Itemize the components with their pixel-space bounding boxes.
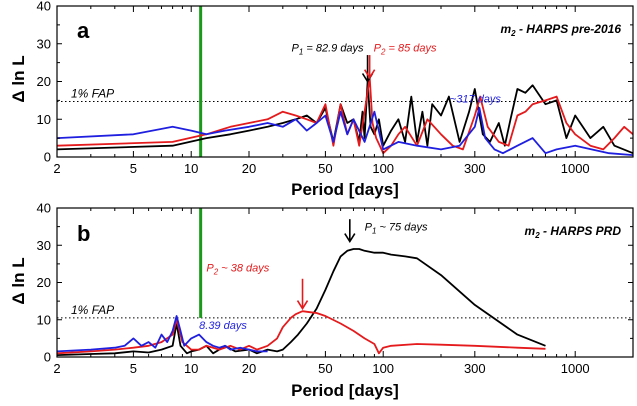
x-tick-label: 5 <box>130 161 137 176</box>
x-tick-label: 20 <box>242 361 256 376</box>
annotation-red: P2 ~ 38 days <box>206 262 269 276</box>
x-tick-label: 100 <box>372 361 394 376</box>
y-axis-title: Δ ln L <box>9 55 28 102</box>
panel-title: m2 - HARPS pre-2016 <box>501 22 622 38</box>
annotation-black: P1 = 82.9 days <box>292 42 365 56</box>
x-tick-label: 2 <box>53 161 60 176</box>
y-tick-label: 10 <box>37 312 51 327</box>
series-group <box>57 248 546 356</box>
panel-letter: b <box>77 221 90 246</box>
fap-label: 1% FAP <box>71 87 114 101</box>
y-tick-label: 0 <box>44 150 51 165</box>
annotation-black: P1 ~ 75 days <box>365 221 428 235</box>
fap-label: 1% FAP <box>71 303 114 317</box>
y-tick-label: 20 <box>37 275 51 290</box>
y-axis-title: Δ ln L <box>9 257 28 304</box>
series-line-black <box>57 248 546 356</box>
series-line-red <box>57 310 546 355</box>
x-tick-label: 10 <box>184 161 198 176</box>
x-tick-label: 20 <box>242 161 256 176</box>
series-line-red <box>57 76 633 155</box>
y-tick-label: 10 <box>37 112 51 127</box>
annotation-blue: ~317 days <box>450 93 502 105</box>
y-tick-label: 30 <box>37 238 51 253</box>
x-tick-label: 10 <box>184 361 198 376</box>
x-axis-title: Period [days] <box>291 381 399 400</box>
x-tick-label: 2 <box>53 361 60 376</box>
y-tick-label: 40 <box>37 201 51 216</box>
x-tick-label: 300 <box>464 361 486 376</box>
panel-title: m2 - HARPS PRD <box>525 224 622 240</box>
x-tick-label: 50 <box>318 161 332 176</box>
series-line-blue <box>57 315 268 353</box>
annotation-blue: 8.39 days <box>199 320 247 332</box>
x-tick-label: 1000 <box>561 161 590 176</box>
annotation-arrowhead <box>344 233 356 244</box>
x-tick-label: 1000 <box>561 361 590 376</box>
annotation-red: P2 = 85 days <box>374 42 437 56</box>
x-axis-title: Period [days] <box>291 180 399 199</box>
x-tick-label: 100 <box>372 161 394 176</box>
x-tick-label: 50 <box>318 361 332 376</box>
series-group <box>57 76 633 156</box>
y-tick-label: 20 <box>37 74 51 89</box>
series-line-blue <box>57 107 633 156</box>
panel-letter: a <box>77 18 90 43</box>
annotation-arrowhead <box>363 69 376 80</box>
x-tick-label: 300 <box>464 161 486 176</box>
x-tick-label: 5 <box>130 361 137 376</box>
series-line-black <box>57 80 633 155</box>
annotation-arrowhead <box>296 300 309 311</box>
y-tick-label: 40 <box>37 0 51 14</box>
y-tick-label: 30 <box>37 36 51 51</box>
y-tick-label: 0 <box>44 350 51 365</box>
